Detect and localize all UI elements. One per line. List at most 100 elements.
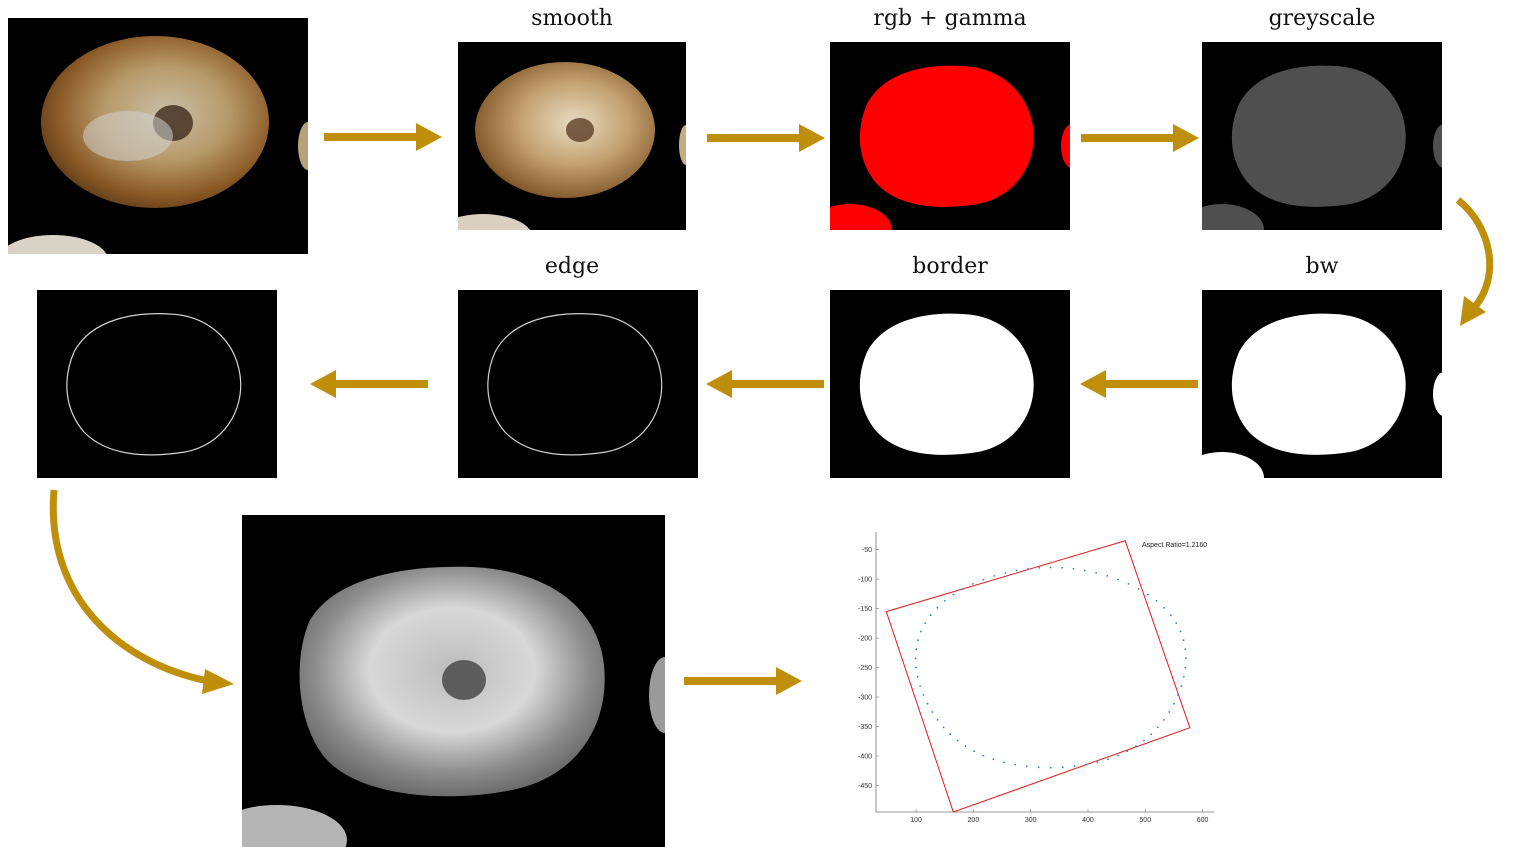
original-shell-image [8,18,308,254]
x-tick-label: 600 [1197,817,1209,824]
boundary-point [916,675,919,678]
boundary-point [952,593,955,596]
boundary-point [1004,572,1007,574]
boundary-point [1177,694,1179,696]
boundary-point [1137,588,1140,590]
boundary-point [1155,600,1158,602]
boundary-point [1014,763,1016,766]
boundary-point [1184,666,1187,669]
boundary-point [1180,685,1183,687]
boundary-point [914,657,917,660]
boundary-point [1175,622,1178,624]
boundary-point [924,622,927,624]
arrow-right-3 [1081,124,1199,152]
boundary-point [992,758,995,761]
boundary-point [1150,733,1153,736]
boundary-point [929,614,932,617]
arrow-right-1 [324,123,442,151]
boundary-point [1015,569,1018,572]
arrow-left-3 [310,370,428,398]
boundary-point [982,754,985,757]
boundary-point [1126,750,1129,753]
boundary-point [920,630,922,633]
boundary-point [926,702,929,705]
boundary-point [1025,765,1028,768]
boundary-point [962,588,964,590]
label-edge: edge [544,254,600,279]
border-panel [830,290,1070,478]
boundary-point [1037,766,1040,769]
boundary-point [1106,575,1109,577]
x-tick-label: 400 [1082,817,1094,824]
smooth-panel [458,42,686,230]
y-tick-label: -300 [858,695,872,702]
boundary-point [964,745,967,748]
boundary-point [1072,568,1075,570]
label-greyscale: greyscale [1268,6,1376,31]
x-tick-label: 200 [968,817,980,824]
greyscale-panel [1202,42,1442,230]
aspect-ratio-annotation: Aspect Ratio=1.2160 [1142,542,1207,549]
boundary-point [1085,763,1088,766]
boundary-point [1038,566,1041,569]
boundary-point [1061,566,1063,569]
boundary-point [949,733,952,736]
arrow-right-2 [707,124,825,152]
y-tick-label: -250 [858,665,872,672]
boundary-point [1173,702,1175,705]
bw-panel [1202,290,1442,478]
final-edge-panel [37,290,277,478]
boundary-point [915,666,917,669]
boundary-point [922,694,925,696]
arrow-right-4 [684,667,802,695]
boundary-point [972,583,974,585]
boundary-point [1096,761,1099,764]
arrow-left-1 [1080,370,1198,398]
bounding-box [885,540,1191,813]
label-smooth: smooth [531,6,613,31]
boundary-point [1169,614,1172,617]
arrow-curve-down-left [49,489,234,694]
boundary-point [993,575,996,577]
label-rgb-gamma: rgb + gamma [873,6,1027,31]
boundary-point [1003,761,1005,764]
rgb-gamma-panel [830,42,1070,230]
enhanced-greyscale-image [242,515,665,847]
boundary-point [1156,726,1159,729]
boundary-point [936,719,939,721]
plot-axes: 100 200 300 400 500 600 -50 -100 -150 -200 -250 -30… [858,532,1214,824]
x-tick-label: 500 [1139,817,1151,824]
arrow-curve-down-right [1455,197,1494,326]
boundary-point [973,750,975,753]
y-tick-label: -450 [858,783,872,790]
x-tick-label: 300 [1025,817,1037,824]
boundary-point [942,726,945,729]
y-tick-label: -100 [858,577,872,584]
boundary-point [982,578,985,581]
label-bw: bw [1305,254,1339,279]
boundary-point [915,648,918,651]
boundary-point [1147,593,1149,596]
boundary-point [1143,739,1145,742]
boundary-point [1095,572,1097,574]
aspect-ratio-plot: 100 200 300 400 500 600 -50 -100 -150 -200 -250 -30… [858,532,1214,824]
y-tick-label: -200 [858,636,872,643]
boundary-points [914,566,1187,769]
edge-panel [458,290,698,478]
boundary-point [1168,711,1171,713]
boundary-point [1049,566,1052,569]
y-tick-label: -400 [858,754,872,761]
boundary-point [1061,766,1064,769]
boundary-point [1163,606,1166,609]
arrow-left-2 [706,370,824,398]
boundary-point [1182,639,1185,642]
bounding-box-outline [885,540,1191,813]
boundary-point [1162,719,1165,721]
boundary-point [936,606,939,609]
boundary-point [1107,758,1109,761]
boundary-point [1083,569,1086,572]
boundary-point [1135,745,1137,748]
boundary-point [1049,766,1052,769]
boundary-point [1182,675,1185,678]
boundary-point [1117,578,1119,581]
